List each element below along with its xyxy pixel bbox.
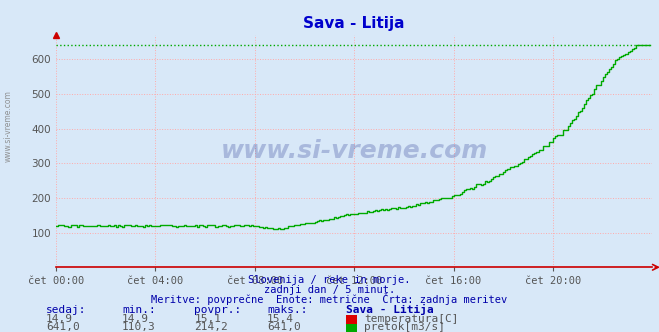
Text: 641,0: 641,0 bbox=[46, 322, 80, 332]
Text: povpr.:: povpr.: bbox=[194, 305, 242, 315]
Text: 214,2: 214,2 bbox=[194, 322, 228, 332]
Text: maks.:: maks.: bbox=[267, 305, 307, 315]
Text: www.si-vreme.com: www.si-vreme.com bbox=[221, 139, 488, 163]
Text: pretok[m3/s]: pretok[m3/s] bbox=[364, 322, 445, 332]
Text: 15,1: 15,1 bbox=[194, 314, 221, 324]
Text: temperatura[C]: temperatura[C] bbox=[364, 314, 459, 324]
Text: 110,3: 110,3 bbox=[122, 322, 156, 332]
Text: www.si-vreme.com: www.si-vreme.com bbox=[3, 90, 13, 162]
Text: Slovenija / reke in morje.: Slovenija / reke in morje. bbox=[248, 275, 411, 285]
Text: Meritve: povprečne  Enote: metrične  Črta: zadnja meritev: Meritve: povprečne Enote: metrične Črta:… bbox=[152, 293, 507, 305]
Text: zadnji dan / 5 minut.: zadnji dan / 5 minut. bbox=[264, 285, 395, 295]
Text: 14,9: 14,9 bbox=[46, 314, 73, 324]
Text: Sava - Litija: Sava - Litija bbox=[346, 304, 434, 315]
Text: sedaj:: sedaj: bbox=[46, 305, 86, 315]
Text: 15,4: 15,4 bbox=[267, 314, 294, 324]
Text: 641,0: 641,0 bbox=[267, 322, 301, 332]
Text: min.:: min.: bbox=[122, 305, 156, 315]
Title: Sava - Litija: Sava - Litija bbox=[303, 16, 405, 31]
Text: 14,9: 14,9 bbox=[122, 314, 149, 324]
